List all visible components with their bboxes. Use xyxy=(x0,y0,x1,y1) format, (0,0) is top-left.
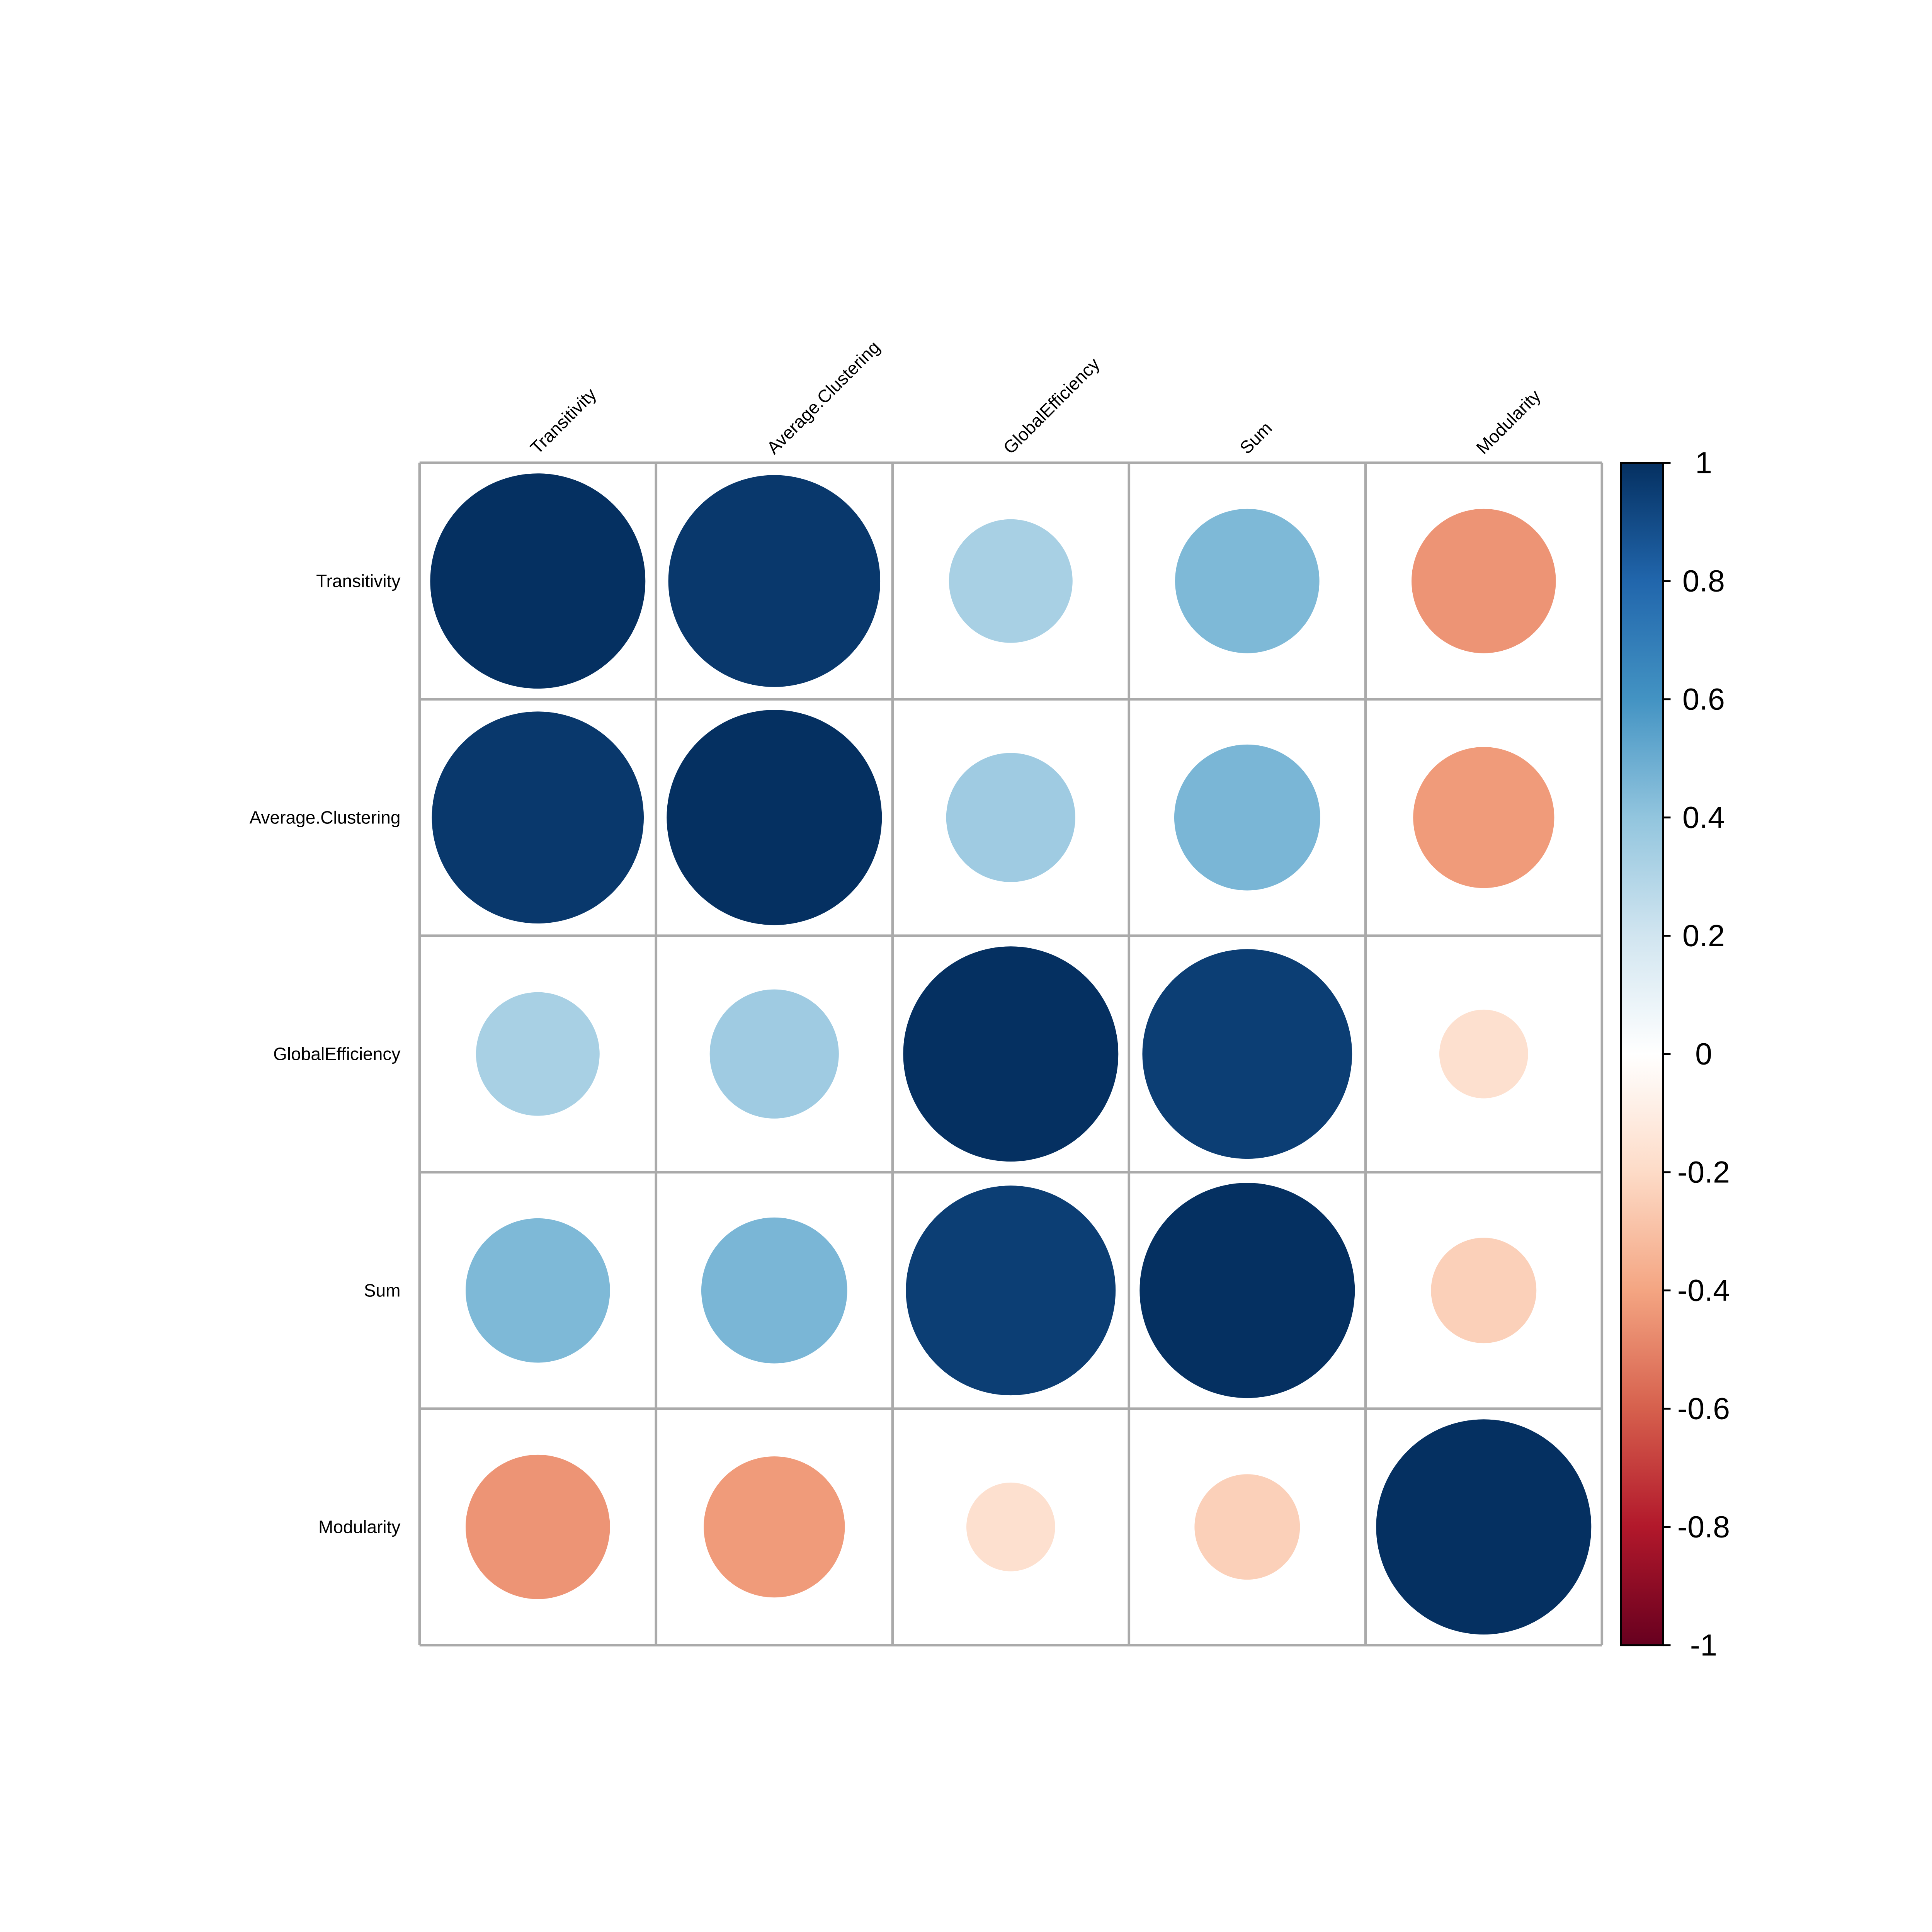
corr-circle-Average.Clustering-Average.Clustering xyxy=(667,710,882,925)
corr-circle-Transitivity-GlobalEfficiency xyxy=(949,519,1073,643)
corr-circle-Modularity-Transitivity xyxy=(466,1454,610,1599)
corr-circle-Modularity-Average.Clustering xyxy=(704,1456,845,1598)
corr-circle-Sum-Sum xyxy=(1139,1183,1355,1398)
corr-circle-Transitivity-Transitivity xyxy=(430,473,646,689)
row-label: GlobalEfficiency xyxy=(273,1044,400,1064)
colorbar-gradient xyxy=(1620,462,1664,1646)
colorbar-tick-label: 0 xyxy=(1695,1037,1712,1071)
colorbar-tick-label: 0.6 xyxy=(1682,682,1725,716)
colorbar: 1 0.8 0.6 0.4 0.2 0 -0.2 -0.4 -0.6 -0.8 -1 xyxy=(1620,446,1730,1662)
corr-circle-Transitivity-Modularity xyxy=(1412,509,1556,653)
colorbar-tick-label: -1 xyxy=(1690,1628,1717,1662)
colorbar-tick-label: -0.2 xyxy=(1677,1155,1730,1189)
row-labels: Transitivity Average.Clustering GlobalEffi… xyxy=(250,571,401,1537)
grid-lines xyxy=(418,461,1604,1646)
row-label: Transitivity xyxy=(316,571,400,591)
colorbar-tick-label: -0.6 xyxy=(1677,1392,1730,1426)
column-label: GlobalEfficiency xyxy=(999,354,1104,458)
corr-circle-Modularity-GlobalEfficiency xyxy=(966,1482,1055,1571)
corr-circle-Average.Clustering-GlobalEfficiency xyxy=(946,753,1075,882)
colorbar-tick-label: -0.8 xyxy=(1677,1510,1730,1544)
corr-circle-Transitivity-Sum xyxy=(1175,509,1320,653)
column-label: Sum xyxy=(1236,418,1276,458)
corr-circle-Sum-Average.Clustering xyxy=(701,1217,847,1364)
colorbar-tick-label: 1 xyxy=(1695,446,1712,480)
corr-circle-Average.Clustering-Sum xyxy=(1174,744,1320,891)
corr-circle-Modularity-Sum xyxy=(1194,1474,1300,1580)
corr-circle-Average.Clustering-Modularity xyxy=(1413,747,1554,888)
row-label: Average.Clustering xyxy=(250,808,401,828)
row-label: Modularity xyxy=(318,1517,400,1537)
corr-circle-GlobalEfficiency-Sum xyxy=(1142,949,1352,1159)
colorbar-tick-label: 0.2 xyxy=(1682,919,1725,953)
row-label: Sum xyxy=(364,1281,401,1301)
colorbar-tick-label: -0.4 xyxy=(1677,1274,1730,1308)
corr-circle-GlobalEfficiency-Average.Clustering xyxy=(709,989,839,1119)
corr-circle-Modularity-Modularity xyxy=(1376,1419,1592,1635)
corr-circle-GlobalEfficiency-Modularity xyxy=(1439,1009,1528,1099)
corr-circle-GlobalEfficiency-Transitivity xyxy=(476,992,600,1116)
colorbar-tick-label: 0.4 xyxy=(1682,801,1725,835)
column-label: Transitivity xyxy=(526,384,600,458)
column-labels: Transitivity Average.Clustering GlobalEffi… xyxy=(526,337,1544,458)
corr-circle-GlobalEfficiency-GlobalEfficiency xyxy=(903,946,1119,1162)
corr-circle-Sum-Modularity xyxy=(1431,1238,1537,1344)
correlation-circles xyxy=(430,473,1592,1635)
corr-circle-Transitivity-Average.Clustering xyxy=(668,475,881,687)
column-label: Modularity xyxy=(1472,386,1544,458)
corr-circle-Sum-GlobalEfficiency xyxy=(906,1185,1116,1396)
column-label: Average.Clustering xyxy=(763,337,884,458)
corr-circle-Average.Clustering-Transitivity xyxy=(432,711,644,923)
colorbar-tick-label: 0.8 xyxy=(1682,564,1725,598)
corr-circle-Sum-Transitivity xyxy=(466,1218,610,1363)
